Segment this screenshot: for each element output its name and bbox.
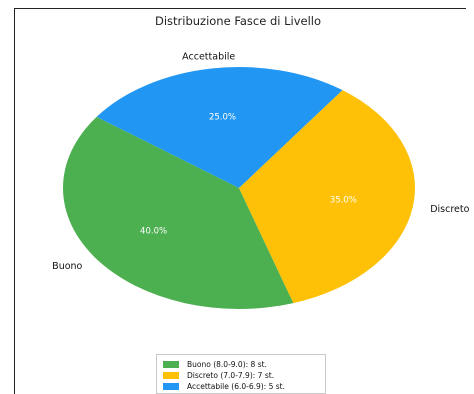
legend-item-discreto: Discreto (7.0-7.9): 7 st. bbox=[163, 370, 319, 381]
legend-label-discreto: Discreto (7.0-7.9): 7 st. bbox=[187, 371, 275, 380]
legend-label-buono: Buono (8.0-9.0): 8 st. bbox=[187, 360, 267, 369]
slice-label-buono: Buono bbox=[52, 261, 82, 272]
legend-item-accettabile: Accettabile (6.0-6.9): 5 st. bbox=[163, 381, 319, 392]
slice-label-discreto: Discreto bbox=[430, 204, 469, 215]
chart-title: Distribuzione Fasce di Livello bbox=[155, 14, 321, 28]
figure-frame bbox=[14, 8, 466, 394]
legend-swatch-buono bbox=[163, 361, 179, 368]
legend-swatch-discreto bbox=[163, 372, 179, 379]
pie-slice-buono bbox=[62, 116, 294, 309]
legend: Buono (8.0-9.0): 8 st. Discreto (7.0-7.9… bbox=[156, 354, 326, 394]
pie-labels: 40.0% Buono 35.0% Discreto 25.0% Accettabile bbox=[52, 52, 469, 273]
pct-label-accettabile: 25.0% bbox=[209, 112, 236, 122]
legend-label-accettabile: Accettabile (6.0-6.9): 5 st. bbox=[187, 382, 285, 391]
pie-slice-accettabile bbox=[96, 67, 343, 188]
legend-swatch-accettabile bbox=[163, 383, 179, 390]
pie-slice-discreto bbox=[239, 90, 416, 304]
slice-label-accettabile: Accettabile bbox=[182, 52, 235, 63]
legend-item-buono: Buono (8.0-9.0): 8 st. bbox=[163, 359, 319, 370]
pie-slices bbox=[62, 67, 416, 309]
pct-label-buono: 40.0% bbox=[140, 227, 167, 237]
pct-label-discreto: 35.0% bbox=[330, 195, 357, 205]
